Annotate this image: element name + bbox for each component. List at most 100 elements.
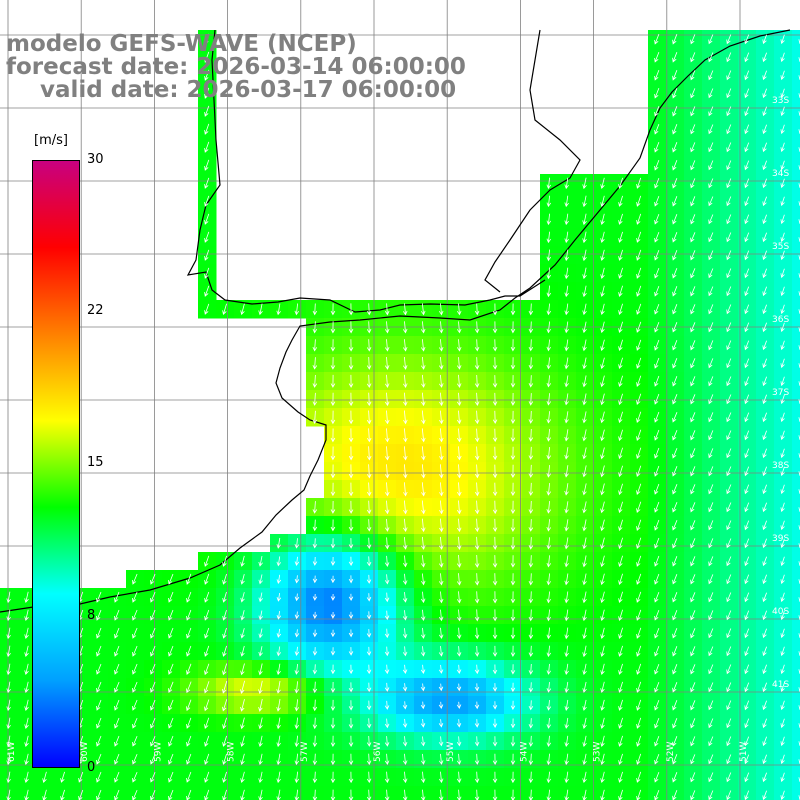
wind-arrow <box>654 177 660 189</box>
wind-arrow <box>312 339 318 352</box>
wind-arrow <box>708 772 714 783</box>
wind-arrow <box>564 699 569 711</box>
wind-arrow <box>708 232 714 243</box>
wind-cell <box>792 246 800 265</box>
wind-arrow <box>672 376 678 387</box>
wind-arrow <box>636 591 642 603</box>
wind-arrow <box>564 519 569 532</box>
wind-arrow <box>240 573 245 585</box>
wind-arrow <box>456 392 462 407</box>
wind-arrow <box>726 448 732 459</box>
colorbar-tick-30: 30 <box>87 152 104 167</box>
wind-arrow <box>204 789 210 800</box>
wind-arrow <box>762 502 767 513</box>
wind-arrow <box>780 394 785 405</box>
wind-arrow <box>600 429 605 442</box>
wind-cell <box>162 786 181 800</box>
wind-arrow <box>690 448 696 459</box>
grid-labels: 33S 34S 35S 36S 37S 38S 39S 40S 41S 61W 60W 59W 58W 5… <box>7 96 789 762</box>
wind-arrow <box>366 735 372 747</box>
wind-arrow <box>186 645 192 657</box>
wind-arrow <box>456 536 462 551</box>
wind-arrow <box>690 34 696 45</box>
wind-arrow <box>510 555 516 568</box>
wind-arrow <box>421 500 426 515</box>
wind-arrow <box>492 736 498 747</box>
wind-arrow <box>672 70 678 81</box>
wind-arrow <box>330 446 336 461</box>
wind-arrow <box>420 719 426 728</box>
wind-arrow <box>330 735 336 748</box>
wind-arrow <box>330 374 336 388</box>
wind-arrow <box>438 789 444 800</box>
wind-arrow <box>384 718 390 729</box>
wind-arrow <box>420 683 426 692</box>
wind-arrow <box>420 555 426 568</box>
wind-arrow <box>708 70 714 81</box>
wind-cell <box>792 498 800 517</box>
wind-arrow <box>762 718 767 729</box>
wind-arrow <box>348 410 354 425</box>
wind-arrow <box>708 466 714 477</box>
wind-arrow <box>438 555 444 568</box>
wind-arrow <box>96 771 102 783</box>
wind-arrow <box>654 519 660 531</box>
wind-arrow <box>456 664 462 675</box>
wind-arrow <box>132 735 138 747</box>
wind-arrow <box>330 410 336 425</box>
wind-arrow <box>708 340 714 351</box>
wind-arrow <box>294 629 300 638</box>
wind-arrow <box>546 501 552 514</box>
wind-arrow <box>582 447 587 460</box>
wind-arrow <box>600 771 605 784</box>
wind-arrow <box>636 465 642 477</box>
wind-arrow <box>726 124 732 135</box>
wind-arrow <box>132 717 138 729</box>
wind-cell <box>792 444 800 463</box>
wind-arrow <box>618 537 623 550</box>
wind-arrow <box>420 321 426 334</box>
wind-arrow <box>744 160 750 171</box>
wind-arrow <box>456 339 462 352</box>
wind-arrow <box>420 536 426 550</box>
wind-arrow <box>420 609 426 622</box>
wind-arrow <box>312 629 318 638</box>
wind-arrow <box>456 554 462 568</box>
wind-arrow <box>636 645 642 657</box>
coastline <box>0 29 791 613</box>
wind-arrow <box>762 322 767 333</box>
wind-arrow <box>546 771 552 784</box>
wind-cell <box>792 462 800 481</box>
wind-arrow <box>168 609 174 621</box>
wind-cell <box>792 516 800 535</box>
wind-arrow <box>24 735 29 748</box>
wind-arrow <box>582 789 587 800</box>
wind-arrow <box>6 609 11 622</box>
wind-arrow <box>582 501 587 514</box>
wind-arrow <box>726 286 732 297</box>
wind-arrow <box>403 500 408 515</box>
wind-arrow <box>528 482 534 496</box>
wind-arrow <box>780 430 785 441</box>
wind-arrow <box>330 538 336 549</box>
wind-arrow <box>654 87 660 99</box>
wind-arrow <box>690 178 696 189</box>
wind-arrow <box>348 321 354 334</box>
wind-arrow <box>546 411 552 424</box>
wind-arrow <box>564 339 569 352</box>
wind-arrow <box>780 106 785 117</box>
wind-arrow <box>780 502 785 513</box>
wind-arrow <box>546 321 552 334</box>
wind-arrow <box>492 591 498 604</box>
wind-arrow <box>384 339 390 352</box>
wind-arrow <box>510 771 516 784</box>
wind-arrow <box>132 663 138 675</box>
wind-arrow <box>546 213 552 226</box>
wind-arrow <box>421 464 426 479</box>
wind-arrow <box>348 753 354 766</box>
wind-arrow <box>546 609 552 622</box>
wind-arrow <box>366 574 372 584</box>
wind-arrow <box>708 214 714 225</box>
wind-arrow <box>96 663 102 675</box>
wind-arrow <box>780 70 785 81</box>
